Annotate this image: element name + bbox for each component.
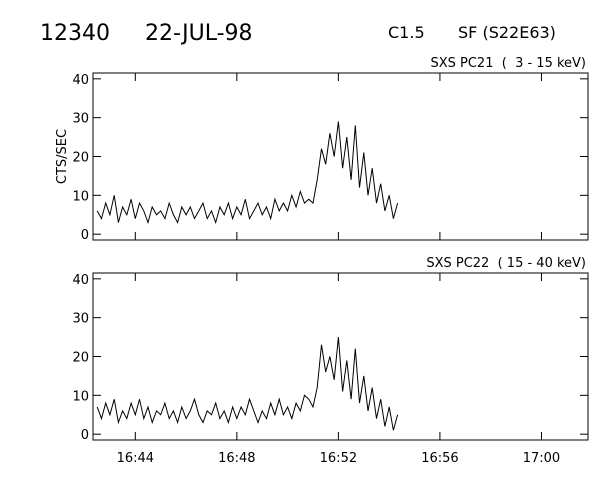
flare-class: C1.5 (388, 23, 425, 42)
y-tick-label: 0 (81, 428, 89, 443)
data-line (96, 121, 399, 225)
x-tick-label: 16:44 (117, 451, 154, 466)
x-tick-label: 16:52 (320, 451, 357, 466)
y-tick-label: 20 (72, 151, 89, 166)
y-tick-label: 0 (81, 228, 89, 243)
y-tick-label: 40 (72, 273, 89, 288)
event-date: 22-JUL-98 (145, 21, 253, 46)
x-tick-label: 17:00 (523, 451, 560, 466)
flare-location: SF (S22E63) (458, 23, 556, 42)
panel-title: SXS PC21 ( 3 - 15 keV) (430, 56, 586, 71)
event-id: 12340 (40, 21, 110, 46)
x-tick-label: 16:56 (421, 451, 458, 466)
panel-title: SXS PC22 ( 15 - 40 keV) (426, 256, 586, 271)
y-tick-label: 10 (72, 189, 89, 204)
y-tick-label: 30 (72, 112, 89, 127)
x-tick-label: 16:48 (218, 451, 255, 466)
data-line (96, 337, 399, 431)
y-tick-label: 10 (72, 389, 89, 404)
y-tick-label: 40 (72, 73, 89, 88)
y-tick-label: 20 (72, 351, 89, 366)
plot-frame (92, 72, 589, 241)
plot-frame (92, 272, 589, 441)
y-tick-label: 30 (72, 312, 89, 327)
y-axis-label: CTS/SEC (55, 129, 70, 184)
